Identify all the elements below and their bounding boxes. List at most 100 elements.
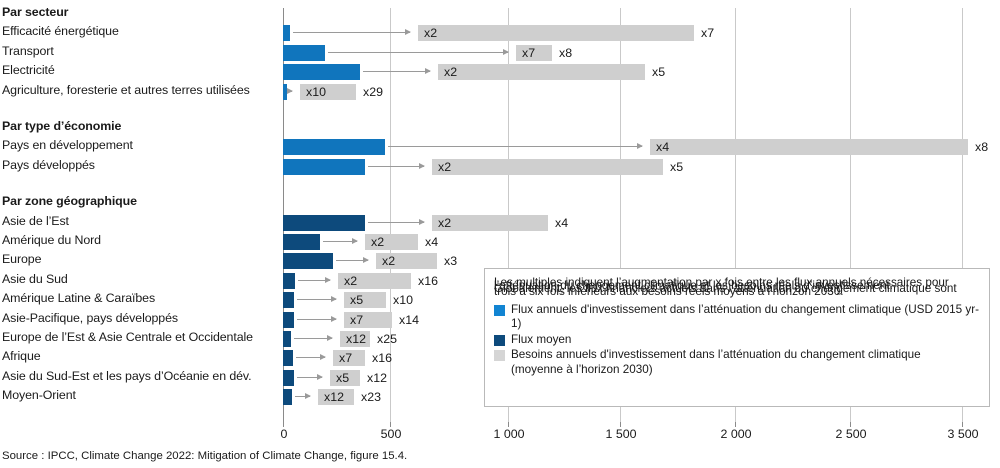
group-heading-2: Par zone géographique [2, 194, 137, 209]
multiple-inner-label: x5 [350, 293, 364, 308]
connector-arrow-icon [293, 29, 411, 36]
bar-row: x12 x23 [0, 389, 1000, 406]
multiple-inner-label: x2 [438, 159, 452, 174]
besoins-bar [338, 272, 411, 289]
x-tick-2500 [850, 422, 851, 427]
category-label: Efficacité énergétique [2, 24, 119, 39]
connector-arrow-icon [328, 48, 509, 55]
multiple-outer-label: x3 [444, 254, 458, 269]
category-label: Europe de l’Est & Asie Centrale et Occid… [2, 330, 253, 344]
connector-arrow-icon [368, 218, 425, 225]
bar-row: x2 x16 [0, 272, 1000, 289]
category-label: Asie du Sud-Est et les pays d’Océanie en… [2, 368, 252, 383]
x-tick-label-1000: 1 000 [493, 427, 525, 441]
besoins-bar [516, 44, 552, 61]
category-label: Pays développés [2, 157, 95, 172]
besoins-bar [300, 83, 356, 100]
x-tick-3500 [962, 422, 963, 427]
legend-item-flux-annuels: Flux annuels d'investissement dans l’att… [494, 303, 980, 331]
gridline-1500 [620, 8, 621, 422]
gridline-500 [390, 8, 391, 422]
bar-row: x10 x29 [0, 83, 1000, 100]
multiple-outer-label: x7 [701, 26, 715, 41]
multiple-outer-label: x8 [559, 45, 573, 60]
multiple-inner-label: x7 [522, 45, 536, 60]
group-heading-0: Par secteur [2, 5, 69, 19]
multiple-inner-label: x2 [344, 273, 358, 288]
flux-moyen-swatch-icon [494, 334, 505, 346]
multiple-inner-label: x4 [656, 140, 670, 155]
besoins-bar [330, 369, 360, 386]
group-heading-1: Par type d’économie [2, 119, 122, 133]
multiple-outer-label: x4 [425, 235, 439, 249]
legend-item-flux-moyen: Flux moyen [494, 333, 980, 347]
connector-arrow-icon [297, 296, 337, 303]
multiple-outer-label: x14 [399, 312, 419, 327]
category-label: Amérique Latine & Caraïbes [2, 291, 156, 306]
category-label: Electricité [2, 63, 55, 78]
bar-row: x2 x4 [0, 214, 1000, 231]
bar-row: x7 x16 [0, 350, 1000, 367]
legend-item-besoins-cont: (moyenne à l’horizon 2030) [494, 363, 980, 377]
multiple-outer-label: x5 [652, 65, 666, 80]
besoins-bar [344, 292, 386, 309]
x-tick-0 [283, 422, 284, 427]
multiple-outer-label: x23 [361, 390, 381, 405]
category-label: Asie de l’Est [2, 213, 69, 228]
connector-arrow-icon [287, 87, 293, 94]
gridline-3500 [962, 8, 963, 422]
connector-arrow-icon [363, 68, 431, 75]
besoins-swatch-icon [494, 349, 505, 361]
x-tick-500 [390, 422, 391, 427]
connector-arrow-icon [336, 257, 369, 264]
connector-arrow-icon [368, 162, 425, 169]
multiple-inner-label: x2 [371, 235, 385, 249]
connector-arrow-icon [298, 276, 331, 283]
flux-bar [283, 64, 360, 81]
category-label: Moyen-Orient [2, 388, 76, 403]
flux-bar [283, 272, 295, 289]
multiple-outer-label: x5 [670, 159, 684, 174]
flux-bar [283, 389, 292, 406]
x-tick-label-0: 0 [280, 427, 288, 441]
category-label-column: Par secteur Efficacité énergétique Transpo… [0, 0, 272, 430]
besoins-bar [333, 350, 365, 367]
category-label: Amérique du Nord [2, 233, 101, 247]
bar-row: x2 x5 [0, 158, 1000, 175]
x-tick-1500 [620, 422, 621, 427]
legend-note-line-3: Globalement, les flux financiers actuels… [494, 282, 957, 296]
connector-arrow-icon [323, 238, 358, 244]
flux-bar [283, 331, 291, 347]
connector-arrow-icon [297, 315, 337, 322]
category-label: Asie-Pacifique, pays développés [2, 310, 178, 325]
besoins-bar [650, 139, 968, 156]
multiple-outer-label: x25 [377, 332, 397, 346]
besoins-bar [438, 64, 645, 81]
legend-label-flux-annuels: Flux annuels d'investissement dans l’att… [511, 303, 980, 331]
bar-row: x4 x8 [0, 139, 1000, 156]
flux-annuels-swatch-icon [494, 305, 505, 317]
source-note: Source : IPCC, Climate Change 2022: Miti… [2, 450, 408, 462]
bar-row: x12 x25 [0, 331, 1000, 347]
multiple-inner-label: x2 [438, 215, 452, 230]
connector-arrow-icon [295, 393, 311, 400]
bar-row: x5 x12 [0, 369, 1000, 386]
flux-bar [283, 214, 365, 231]
multiple-inner-label: x7 [350, 312, 364, 327]
multiple-outer-label: x16 [372, 351, 392, 366]
flux-bar [283, 158, 365, 175]
multiple-inner-label: x2 [444, 65, 458, 80]
x-tick-label-2500: 2 500 [835, 427, 867, 441]
multiple-inner-label: x7 [339, 351, 353, 366]
x-tick-label-1500: 1 500 [605, 427, 637, 441]
flux-bar [283, 44, 325, 61]
multiple-inner-label: x12 [346, 332, 366, 346]
flux-bar [283, 369, 294, 386]
bar-row: x5 x10 [0, 292, 1000, 309]
bar-row: x2 x3 [0, 253, 1000, 270]
flux-bar [283, 234, 320, 250]
flux-bar [283, 25, 290, 42]
multiple-outer-label: x12 [367, 370, 387, 385]
category-label: Europe [2, 252, 42, 267]
spacer-icon [494, 365, 505, 376]
